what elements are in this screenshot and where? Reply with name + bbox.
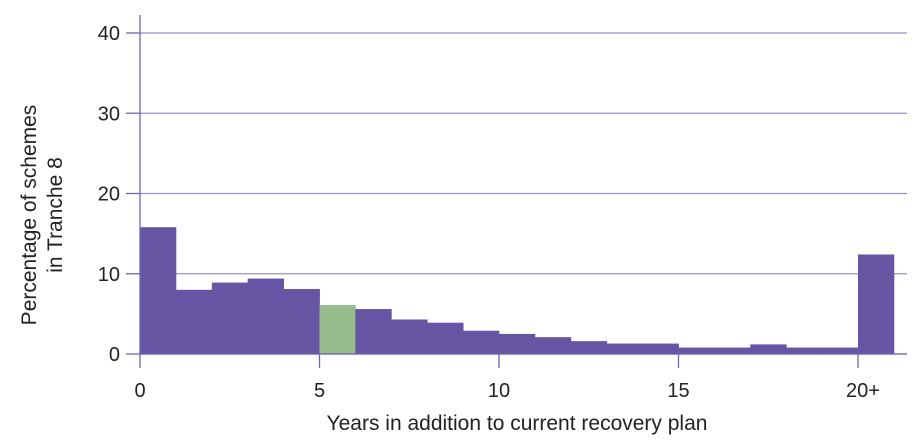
bar [786, 347, 823, 354]
bar [642, 343, 679, 354]
bar [140, 227, 177, 354]
y-tick-label: 40 [98, 23, 120, 45]
bar [858, 254, 895, 354]
bar [678, 347, 715, 354]
bar [355, 309, 392, 354]
bar [391, 319, 428, 354]
y-axis-title-line-1: Percentage of schemes [18, 105, 41, 326]
x-tick-label: 5 [314, 380, 325, 402]
x-tick-label: 0 [134, 380, 145, 402]
bar [283, 288, 320, 354]
y-axis-title: Percentage of schemes in Tranche 8 [18, 105, 67, 326]
x-tick-label: 20+ [846, 380, 880, 402]
bar [499, 333, 536, 354]
bar [247, 278, 284, 354]
y-tick-label: 30 [98, 103, 120, 125]
bar [750, 344, 787, 354]
x-tick-labels: 0 5 10 15 20+ [134, 354, 880, 402]
bar [606, 343, 643, 354]
y-tick-label: 20 [98, 184, 120, 206]
bar [175, 289, 213, 354]
y-axis-title-line-2: in Tranche 8 [44, 157, 67, 273]
bar [427, 322, 464, 354]
bar [534, 337, 572, 354]
y-tick-label: 0 [109, 344, 120, 366]
x-axis-title: Years in addition to current recovery pl… [327, 412, 708, 435]
axes [139, 15, 907, 355]
x-tick-label: 10 [488, 380, 510, 402]
y-tick-labels: 0 10 20 30 40 [98, 23, 140, 366]
x-tick-label: 15 [667, 380, 689, 402]
bar [211, 282, 249, 354]
bar [714, 347, 751, 354]
y-tick-label: 10 [98, 264, 120, 286]
bar [570, 341, 608, 354]
bar [463, 330, 500, 354]
bar [822, 347, 859, 354]
bar-highlighted [319, 305, 356, 354]
bars [140, 227, 895, 354]
